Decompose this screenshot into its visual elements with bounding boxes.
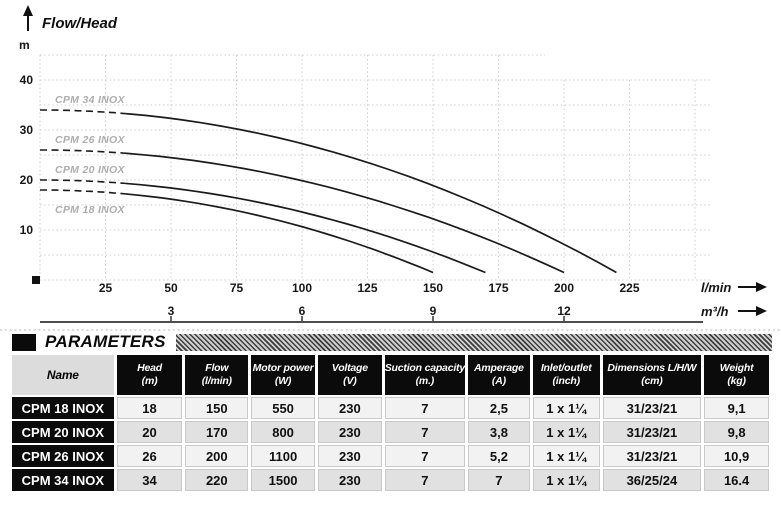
x-tick-label: 225 (619, 281, 639, 295)
value-cell: 170 (185, 421, 249, 443)
chart-title: Flow/Head (42, 15, 118, 32)
x-tick-label: 125 (357, 281, 377, 295)
y-tick-label: 20 (20, 173, 34, 187)
column-header-voltage: Voltage (V) (317, 355, 382, 395)
value-cell: 3,8 (468, 421, 530, 443)
y-tick-label: 40 (20, 73, 34, 87)
secondary-axis-unit-label: m³/h (701, 304, 729, 319)
value-cell: 26 (116, 445, 183, 467)
up-arrow-head-icon (23, 5, 33, 16)
x-tick-label: 25 (99, 281, 113, 295)
value-cell: 7 (468, 469, 530, 491)
column-header-name: Name (12, 355, 114, 395)
curve-label: CPM 34 INOX (55, 94, 126, 106)
value-cell: 230 (317, 469, 382, 491)
pump-curve-dashed (40, 189, 127, 195)
column-header-suction-capacity: Suction capacity (m.) (384, 355, 465, 395)
x-tick-label: 175 (488, 281, 508, 295)
y-tick-label: 10 (20, 223, 34, 237)
parameters-title: PARAMETERS (45, 332, 166, 351)
column-header-flow: Flow (l/min) (185, 355, 249, 395)
curve-label: CPM 18 INOX (55, 204, 126, 216)
column-header-head: Head (m) (116, 355, 183, 395)
secondary-tick-label: 6 (299, 304, 306, 318)
column-header-weight: Weight (kg) (704, 355, 769, 395)
right-arrow-head-icon (756, 306, 767, 316)
value-cell: 800 (251, 421, 315, 443)
parameters-section-header: PARAMETERS (12, 332, 772, 351)
value-cell: 150 (185, 397, 249, 419)
value-cell: 34 (116, 469, 183, 491)
row-name-cell-cpm-20-inox: CPM 20 INOX (12, 421, 114, 443)
pump-curve (126, 152, 565, 274)
value-cell: 1500 (251, 469, 315, 491)
row-name-cell-cpm-34-inox: CPM 34 INOX (12, 469, 114, 491)
x-tick-label: 150 (423, 281, 443, 295)
value-cell: 31/23/21 (602, 445, 702, 467)
column-header-inlet-outlet: Inlet/outlet (inch) (532, 355, 600, 395)
x-tick-label: 100 (292, 281, 312, 295)
value-cell: 36/25/24 (602, 469, 702, 491)
value-cell: 550 (251, 397, 315, 419)
pump-curve (126, 182, 486, 274)
x-tick-label: 200 (554, 281, 574, 295)
value-cell: 230 (317, 445, 382, 467)
pump-curve-dashed (40, 149, 127, 155)
curve-label: CPM 20 INOX (55, 164, 126, 176)
secondary-tick-label: 12 (557, 304, 571, 318)
value-cell: 31/23/21 (602, 421, 702, 443)
column-header-motor-power: Motor power (W) (251, 355, 315, 395)
section-marker-square (12, 333, 36, 351)
x-tick-label: 50 (164, 281, 178, 295)
flow-head-chart: CPM 34 INOX CPM 26 INOX CPM 20 INOX CPM 18 … (0, 5, 781, 331)
x-axis-unit-label: l/min (701, 280, 731, 295)
x-tick-label: 75 (230, 281, 244, 295)
value-cell: 220 (185, 469, 249, 491)
hatched-band (175, 333, 772, 351)
row-name-cell-cpm-26-inox: CPM 26 INOX (12, 445, 114, 467)
value-cell: 1 x 1¼ (532, 445, 600, 467)
value-cell: 10,9 (704, 445, 769, 467)
value-cell: 7 (384, 421, 465, 443)
parameters-table: Name Head (m) Flow (l/min) Motor power (W) Volt… (12, 355, 769, 491)
value-cell: 20 (116, 421, 183, 443)
value-cell: 230 (317, 397, 382, 419)
pump-curve (126, 193, 434, 274)
value-cell: 200 (185, 445, 249, 467)
value-cell: 5,2 (468, 445, 530, 467)
value-cell: 7 (384, 445, 465, 467)
value-cell: 1 x 1¼ (532, 421, 600, 443)
value-cell: 1 x 1¼ (532, 469, 600, 491)
value-cell: 16.4 (704, 469, 769, 491)
value-cell: 1100 (251, 445, 315, 467)
value-cell: 9,8 (704, 421, 769, 443)
column-header-dimensions-l-h-w: Dimensions L/H/W (cm) (602, 355, 702, 395)
curve-label: CPM 26 INOX (55, 134, 126, 146)
row-name-cell-cpm-18-inox: CPM 18 INOX (12, 397, 114, 419)
column-header-amperage: Amperage (A) (468, 355, 530, 395)
value-cell: 9,1 (704, 397, 769, 419)
pump-curve (126, 112, 617, 274)
pump-curve-dashed (40, 109, 127, 115)
value-cell: 230 (317, 421, 382, 443)
value-cell: 18 (116, 397, 183, 419)
value-cell: 1 x 1¼ (532, 397, 600, 419)
value-cell: 7 (384, 469, 465, 491)
right-arrow-head-icon (756, 282, 767, 292)
secondary-tick-label: 3 (168, 304, 175, 318)
origin-marker (32, 276, 40, 284)
pump-curve-dashed (40, 179, 127, 185)
value-cell: 7 (384, 397, 465, 419)
secondary-tick-label: 9 (430, 304, 437, 318)
value-cell: 31/23/21 (602, 397, 702, 419)
y-axis-unit-label: m (19, 38, 30, 52)
value-cell: 2,5 (468, 397, 530, 419)
y-tick-label: 30 (20, 123, 34, 137)
